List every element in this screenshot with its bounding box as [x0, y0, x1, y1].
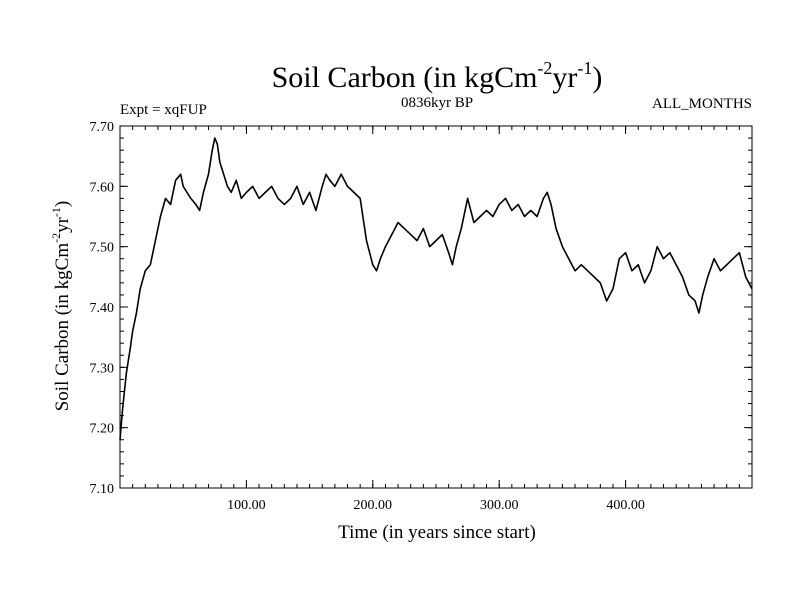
x-axis-label: Time (in years since start)	[338, 522, 536, 543]
subtitle-left: Expt = xqFUP	[120, 102, 207, 118]
x-tick-label: 400.00	[606, 498, 645, 513]
subtitle-center: 0836kyr BP	[401, 95, 473, 111]
chart-title: Soil Carbon (in kgCm-2yr-1)	[272, 58, 603, 94]
y-axis-label: Soil Carbon (in kgCm-2yr-1)	[49, 201, 73, 412]
y-tick-label: 7.10	[90, 482, 115, 497]
y-tick-label: 7.60	[90, 180, 115, 195]
y-tick-label: 7.20	[90, 422, 115, 437]
y-tick-label: 7.30	[90, 361, 115, 376]
x-tick-label: 100.00	[227, 498, 266, 513]
subtitle-right: ALL_MONTHS	[652, 96, 752, 112]
y-tick-label: 7.70	[90, 120, 115, 135]
axis-ticks: 7.10 7.20 7.30 7.40 7.50 7.60 7.70 100.00 200.00…	[90, 120, 752, 513]
plot-frame	[119, 125, 753, 489]
series-line-soil-carbon	[119, 137, 753, 440]
y-tick-label: 7.50	[90, 241, 115, 256]
y-tick-label: 7.40	[90, 301, 115, 316]
x-tick-label: 300.00	[480, 498, 519, 513]
x-tick-label: 200.00	[354, 498, 393, 513]
